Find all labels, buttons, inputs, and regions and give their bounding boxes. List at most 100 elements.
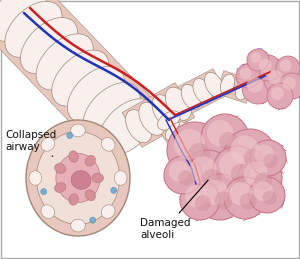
Ellipse shape — [165, 122, 188, 141]
Circle shape — [267, 83, 293, 109]
Ellipse shape — [56, 153, 100, 203]
Text: Collapsed
airway: Collapsed airway — [5, 130, 56, 156]
Circle shape — [271, 87, 284, 100]
Polygon shape — [0, 0, 162, 161]
Ellipse shape — [41, 138, 55, 151]
Circle shape — [229, 182, 252, 205]
Circle shape — [255, 55, 281, 81]
Ellipse shape — [0, 0, 46, 41]
Circle shape — [254, 145, 274, 164]
Ellipse shape — [26, 120, 130, 236]
Circle shape — [201, 114, 249, 162]
Circle shape — [240, 68, 252, 80]
Ellipse shape — [126, 110, 152, 143]
Ellipse shape — [85, 155, 95, 166]
Circle shape — [238, 156, 282, 200]
Circle shape — [254, 172, 272, 190]
Ellipse shape — [71, 171, 91, 189]
Ellipse shape — [71, 219, 85, 232]
Ellipse shape — [165, 87, 191, 120]
Ellipse shape — [69, 151, 78, 162]
Circle shape — [207, 120, 233, 146]
Ellipse shape — [52, 50, 109, 106]
Ellipse shape — [236, 79, 250, 100]
Circle shape — [167, 122, 223, 178]
Ellipse shape — [67, 66, 124, 123]
Ellipse shape — [36, 34, 93, 90]
Ellipse shape — [101, 138, 115, 151]
Text: Damaged
alveoli: Damaged alveoli — [140, 180, 208, 240]
Circle shape — [254, 182, 273, 201]
Ellipse shape — [55, 183, 66, 192]
Circle shape — [242, 72, 274, 104]
Circle shape — [224, 177, 266, 219]
Circle shape — [164, 156, 202, 194]
Circle shape — [247, 77, 263, 93]
Circle shape — [195, 195, 211, 211]
Ellipse shape — [220, 74, 235, 95]
Polygon shape — [178, 69, 227, 113]
Ellipse shape — [193, 78, 212, 104]
Circle shape — [90, 217, 96, 223]
Circle shape — [219, 132, 238, 151]
Circle shape — [259, 59, 272, 72]
Circle shape — [203, 180, 228, 205]
Circle shape — [236, 64, 260, 88]
Ellipse shape — [181, 84, 200, 110]
Circle shape — [224, 129, 276, 181]
Ellipse shape — [158, 111, 180, 130]
Ellipse shape — [83, 83, 140, 139]
Circle shape — [276, 56, 300, 80]
Ellipse shape — [55, 164, 66, 173]
Ellipse shape — [29, 171, 42, 185]
Circle shape — [263, 154, 278, 168]
Ellipse shape — [205, 73, 224, 98]
Circle shape — [41, 189, 47, 195]
Circle shape — [197, 174, 243, 220]
Circle shape — [279, 73, 300, 99]
Circle shape — [250, 52, 261, 63]
Ellipse shape — [173, 133, 195, 152]
Circle shape — [268, 70, 282, 84]
Circle shape — [189, 156, 217, 184]
Ellipse shape — [92, 173, 103, 183]
Polygon shape — [122, 83, 195, 147]
Circle shape — [264, 66, 292, 94]
Circle shape — [244, 162, 268, 186]
Ellipse shape — [139, 102, 165, 135]
Circle shape — [231, 164, 250, 183]
Circle shape — [262, 191, 277, 205]
Circle shape — [169, 161, 190, 182]
Ellipse shape — [20, 18, 78, 74]
Circle shape — [213, 146, 261, 194]
Circle shape — [280, 60, 292, 71]
Ellipse shape — [71, 124, 85, 137]
Ellipse shape — [41, 205, 55, 219]
Circle shape — [188, 143, 210, 166]
Ellipse shape — [5, 1, 62, 57]
Circle shape — [249, 177, 285, 213]
Circle shape — [250, 140, 286, 176]
Circle shape — [67, 132, 73, 139]
Circle shape — [230, 135, 259, 164]
Ellipse shape — [101, 205, 115, 219]
Ellipse shape — [99, 99, 156, 155]
Circle shape — [185, 185, 207, 207]
Circle shape — [214, 191, 233, 210]
Circle shape — [174, 129, 205, 160]
Polygon shape — [154, 107, 200, 156]
Circle shape — [240, 193, 256, 210]
Circle shape — [202, 169, 222, 189]
Circle shape — [244, 148, 264, 169]
Circle shape — [180, 180, 220, 220]
Ellipse shape — [152, 95, 178, 128]
Circle shape — [111, 187, 117, 193]
Ellipse shape — [85, 190, 95, 200]
Ellipse shape — [114, 171, 127, 185]
Circle shape — [219, 152, 245, 178]
Ellipse shape — [69, 194, 78, 205]
Ellipse shape — [36, 132, 120, 224]
Circle shape — [178, 170, 194, 185]
Circle shape — [183, 150, 233, 200]
Circle shape — [283, 77, 296, 90]
